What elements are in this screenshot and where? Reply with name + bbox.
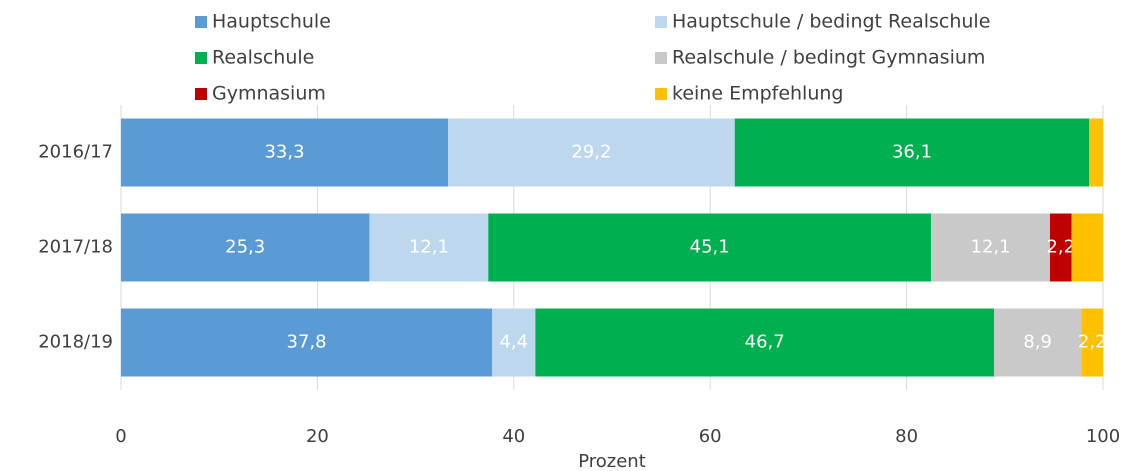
bar-segment bbox=[1089, 118, 1103, 187]
legend-swatch bbox=[655, 16, 667, 28]
bar-segment bbox=[121, 118, 449, 187]
bar-segment bbox=[1049, 213, 1072, 282]
x-tick-label: 40 bbox=[502, 426, 525, 447]
legend-label: Realschule bbox=[212, 47, 314, 69]
bar-segment bbox=[993, 308, 1082, 377]
bar-segment bbox=[492, 308, 536, 377]
x-tick-label: 80 bbox=[895, 426, 918, 447]
data-label: 33,3 bbox=[264, 142, 304, 163]
bar-segment bbox=[488, 213, 932, 282]
data-label: 46,7 bbox=[745, 332, 785, 353]
x-tick-label: 60 bbox=[699, 426, 722, 447]
bar-segment bbox=[1081, 308, 1103, 377]
legend-label: Hauptschule / bedingt Realschule bbox=[672, 11, 990, 33]
legend-swatch bbox=[655, 52, 667, 64]
data-label: 25,3 bbox=[225, 237, 265, 258]
x-tick-label: 0 bbox=[115, 426, 126, 447]
y-tick-label: 2018/19 bbox=[38, 332, 113, 353]
x-tick-label: 100 bbox=[1086, 426, 1120, 447]
x-tick-label: 20 bbox=[306, 426, 329, 447]
data-label: 12,1 bbox=[971, 237, 1011, 258]
data-label: 36,1 bbox=[892, 142, 932, 163]
bar-segment bbox=[121, 213, 370, 282]
legend-swatch bbox=[195, 16, 207, 28]
data-label: 29,2 bbox=[571, 142, 611, 163]
data-label: 45,1 bbox=[690, 237, 730, 258]
legend-label: keine Empfehlung bbox=[672, 83, 843, 105]
legend-swatch bbox=[195, 88, 207, 100]
bar-segment bbox=[931, 213, 1050, 282]
legend-swatch bbox=[195, 52, 207, 64]
y-tick-label: 2016/17 bbox=[38, 142, 113, 163]
data-label: 4,4 bbox=[499, 332, 528, 353]
bar-segment bbox=[734, 118, 1090, 187]
bar-segment bbox=[369, 213, 489, 282]
data-label: 12,1 bbox=[409, 237, 449, 258]
legend-label: Hauptschule bbox=[212, 11, 331, 33]
legend-swatch bbox=[655, 88, 667, 100]
data-label: 2,2 bbox=[1046, 237, 1075, 258]
bar-segment bbox=[535, 308, 994, 377]
data-label: 8,9 bbox=[1023, 332, 1052, 353]
x-axis-label: Prozent bbox=[578, 451, 646, 471]
data-label: 37,8 bbox=[287, 332, 327, 353]
data-label: 2,2 bbox=[1078, 332, 1107, 353]
legend-label: Realschule / bedingt Gymnasium bbox=[672, 47, 985, 69]
legend-label: Gymnasium bbox=[212, 83, 326, 105]
bar-segment bbox=[1071, 213, 1103, 282]
y-tick-label: 2017/18 bbox=[38, 237, 113, 258]
bar-segment bbox=[121, 308, 493, 377]
bar-segment bbox=[448, 118, 735, 187]
